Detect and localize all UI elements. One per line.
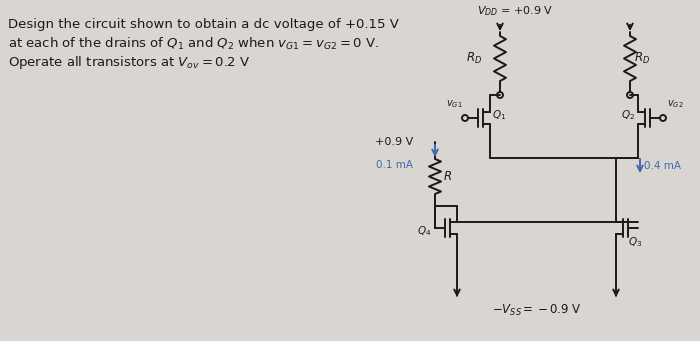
- Text: $R_D$: $R_D$: [634, 51, 650, 66]
- Text: 0.1 mA: 0.1 mA: [376, 160, 413, 170]
- Text: Operate all transistors at $V_{ov} = 0.2$ V: Operate all transistors at $V_{ov} = 0.2…: [8, 54, 250, 71]
- Text: $-V_{SS} = -0.9$ V: $-V_{SS} = -0.9$ V: [491, 303, 582, 318]
- Text: $Q_1$: $Q_1$: [492, 108, 506, 122]
- Text: Design the circuit shown to obtain a dc voltage of +0.15 V: Design the circuit shown to obtain a dc …: [8, 18, 399, 31]
- Text: $Q_3$: $Q_3$: [628, 235, 642, 249]
- Text: $Q_2$: $Q_2$: [621, 108, 635, 122]
- Text: $V_{DD}$ = +0.9 V: $V_{DD}$ = +0.9 V: [477, 4, 553, 18]
- Text: $v_{G1}$: $v_{G1}$: [446, 98, 462, 110]
- Text: $R_D$: $R_D$: [466, 51, 482, 66]
- Text: at each of the drains of $Q_1$ and $Q_2$ when $v_{G1} = v_{G2} = 0$ V.: at each of the drains of $Q_1$ and $Q_2$…: [8, 36, 379, 52]
- Text: 0.4 mA: 0.4 mA: [644, 161, 681, 171]
- Text: +0.9 V: +0.9 V: [374, 137, 413, 147]
- Text: $Q_4$: $Q_4$: [417, 224, 431, 238]
- Text: $R$: $R$: [443, 170, 452, 183]
- Text: $v_{G2}$: $v_{G2}$: [666, 98, 683, 110]
